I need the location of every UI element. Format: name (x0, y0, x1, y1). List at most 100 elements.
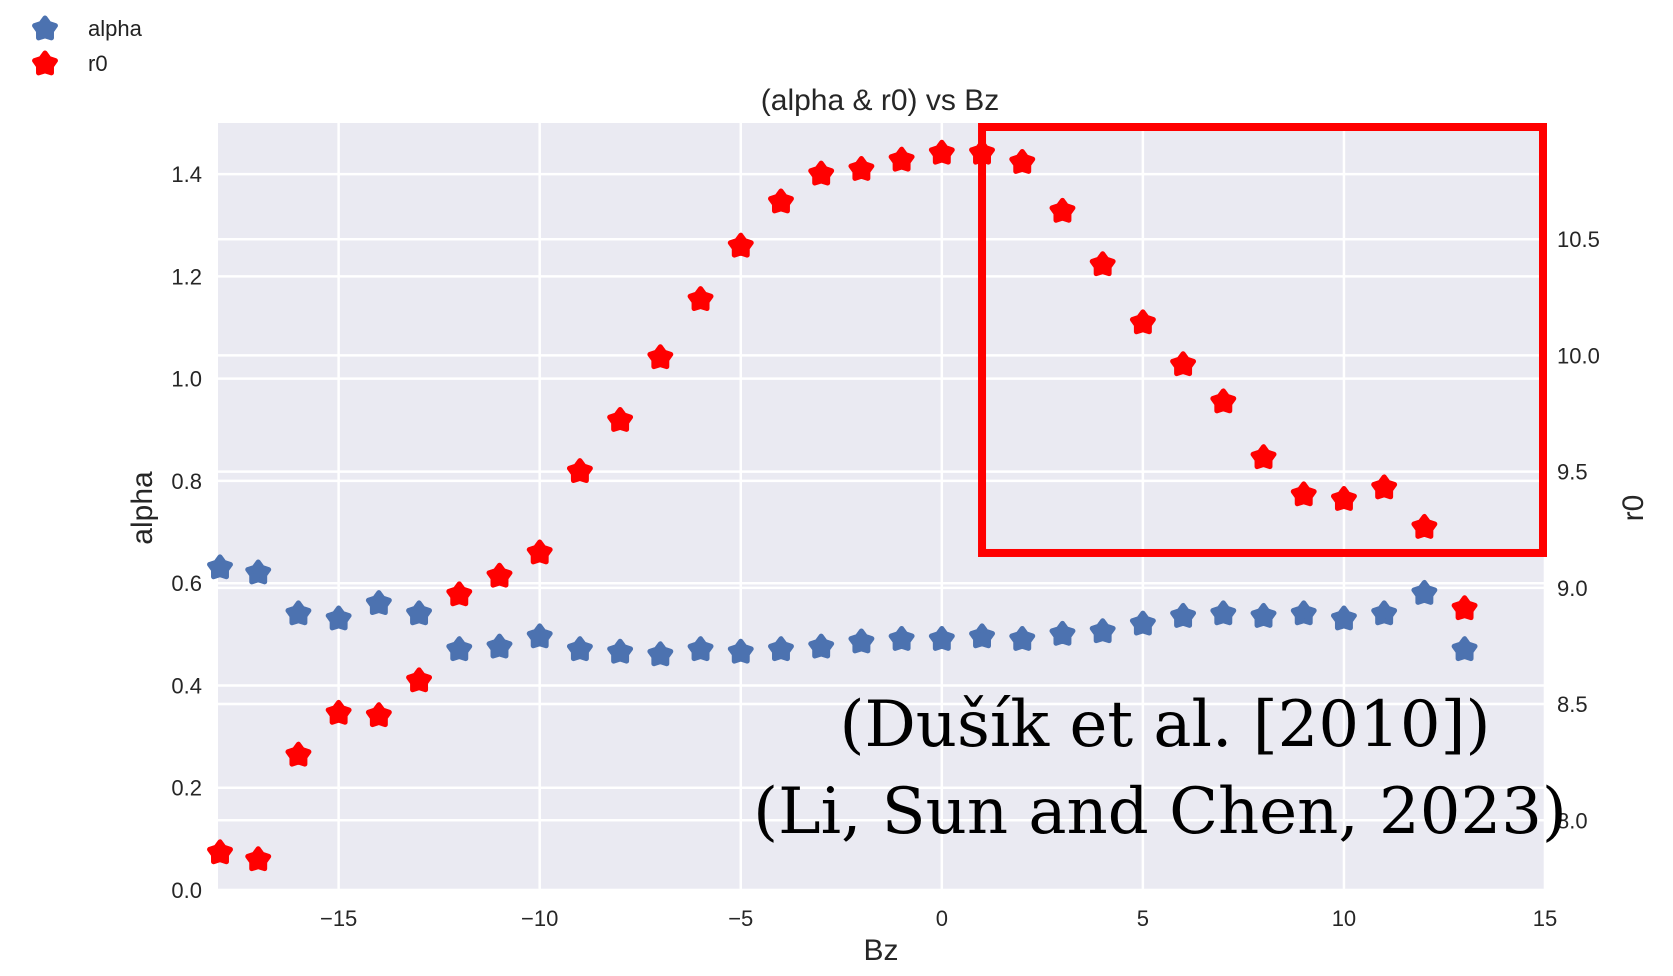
data-point-r0 (365, 702, 392, 728)
data-point-r0 (1210, 388, 1237, 414)
right-y-tick-label: 10.0 (1557, 343, 1600, 368)
right-y-tick-label: 10.5 (1557, 227, 1600, 252)
citation-li-sun-chen: (Li, Sun and Chen, 2023) (753, 775, 1567, 849)
data-point-alpha (687, 636, 714, 662)
right-y-axis-label: r0 (1617, 495, 1650, 522)
data-point-r0 (526, 539, 553, 565)
left-y-tick-label: 0.6 (171, 571, 202, 596)
plot-area (218, 123, 1545, 890)
left-y-tick-label: 1.4 (171, 162, 202, 187)
data-point-r0 (406, 667, 433, 693)
x-tick-label: −15 (320, 906, 357, 931)
data-point-r0 (848, 155, 875, 181)
data-point-r0 (768, 188, 794, 214)
data-point-alpha (365, 590, 392, 616)
data-point-alpha (1049, 620, 1076, 646)
citation-dusik: (Dušík et al. [2010]) (840, 688, 1491, 762)
legend-marker-r0 (32, 50, 58, 76)
data-point-r0 (285, 741, 312, 767)
left-y-tick-label: 1.2 (171, 264, 202, 289)
data-point-r0 (1170, 351, 1197, 377)
data-point-alpha (1371, 600, 1398, 626)
data-point-r0 (486, 562, 513, 588)
data-point-alpha (808, 633, 835, 659)
x-tick-label: −5 (728, 906, 753, 931)
data-point-alpha (486, 633, 513, 659)
series-alpha (207, 554, 1478, 667)
data-point-r0 (1330, 486, 1357, 511)
x-tick-label: 0 (936, 906, 948, 931)
left-y-tick-label: 1.0 (171, 367, 202, 392)
left-y-axis-label: alpha (126, 471, 159, 545)
data-point-alpha (969, 623, 995, 649)
data-point-r0 (607, 407, 634, 432)
data-point-alpha (446, 636, 473, 662)
data-point-alpha (207, 554, 233, 580)
legend-marker-alpha (32, 15, 58, 41)
data-point-alpha (1451, 636, 1478, 662)
data-point-alpha (727, 638, 754, 664)
data-point-r0 (1290, 481, 1317, 507)
x-tick-label: 10 (1332, 906, 1356, 931)
left-y-axis-ticks: 0.0 0.2 0.4 0.6 0.8 1.0 1.2 1.4 (171, 162, 202, 903)
data-point-r0 (446, 581, 473, 607)
data-point-alpha (325, 605, 352, 631)
data-point-alpha (406, 600, 433, 626)
data-point-r0 (207, 839, 233, 865)
left-y-tick-label: 0.2 (171, 776, 202, 801)
data-point-alpha (848, 628, 875, 654)
data-point-r0 (1009, 149, 1036, 174)
legend-item-alpha: alpha (32, 15, 143, 41)
data-point-alpha (647, 641, 674, 667)
data-point-r0 (888, 146, 915, 172)
right-y-axis-ticks: 8.0 8.5 9.0 9.5 10.0 10.5 (1557, 227, 1600, 833)
data-point-r0 (647, 344, 674, 370)
data-point-alpha (566, 636, 593, 662)
left-y-tick-label: 0.8 (171, 469, 202, 494)
highlight-box (978, 123, 1547, 557)
data-point-r0 (245, 846, 272, 872)
data-point-alpha (1250, 602, 1277, 628)
data-point-alpha (1290, 600, 1317, 626)
data-point-r0 (1089, 251, 1116, 277)
data-point-alpha (285, 600, 312, 626)
data-point-r0 (1371, 474, 1398, 500)
right-y-tick-label: 9.5 (1557, 460, 1588, 485)
data-point-r0 (1129, 309, 1156, 335)
legend: alpha r0 (32, 15, 143, 76)
x-tick-label: 15 (1533, 906, 1557, 931)
series-r0 (207, 139, 1478, 872)
right-y-tick-label: 8.5 (1557, 692, 1588, 717)
data-point-alpha (526, 623, 553, 649)
data-point-alpha (1129, 610, 1156, 636)
left-y-tick-label: 0.4 (171, 673, 202, 698)
data-point-r0 (1411, 513, 1438, 539)
data-point-r0 (1049, 197, 1076, 223)
data-point-alpha (1210, 600, 1237, 626)
legend-label-r0: r0 (88, 51, 108, 76)
chart-title: (alpha & r0) vs Bz (761, 84, 999, 117)
data-point-alpha (1170, 602, 1197, 628)
data-point-r0 (687, 286, 714, 312)
legend-label-alpha: alpha (88, 16, 143, 41)
data-point-r0 (808, 160, 835, 186)
x-tick-label: 5 (1137, 906, 1149, 931)
data-point-alpha (768, 636, 794, 662)
left-y-tick-label: 0.0 (171, 878, 202, 903)
data-point-alpha (1009, 625, 1036, 651)
data-point-alpha (888, 625, 915, 651)
right-y-tick-label: 9.0 (1557, 576, 1588, 601)
data-point-r0 (727, 232, 754, 258)
data-point-alpha (1411, 579, 1438, 605)
data-point-alpha (1089, 618, 1116, 644)
x-tick-label: −10 (521, 906, 558, 931)
x-axis-label: Bz (863, 934, 898, 967)
data-point-alpha (245, 559, 272, 585)
data-point-alpha (928, 625, 955, 651)
data-point-r0 (928, 139, 955, 165)
x-axis-ticks: −15 −10 −5 0 5 10 15 (320, 906, 1557, 931)
data-point-alpha (1330, 605, 1357, 631)
data-point-r0 (566, 458, 593, 484)
right-y-tick-label: 8.0 (1557, 808, 1588, 833)
